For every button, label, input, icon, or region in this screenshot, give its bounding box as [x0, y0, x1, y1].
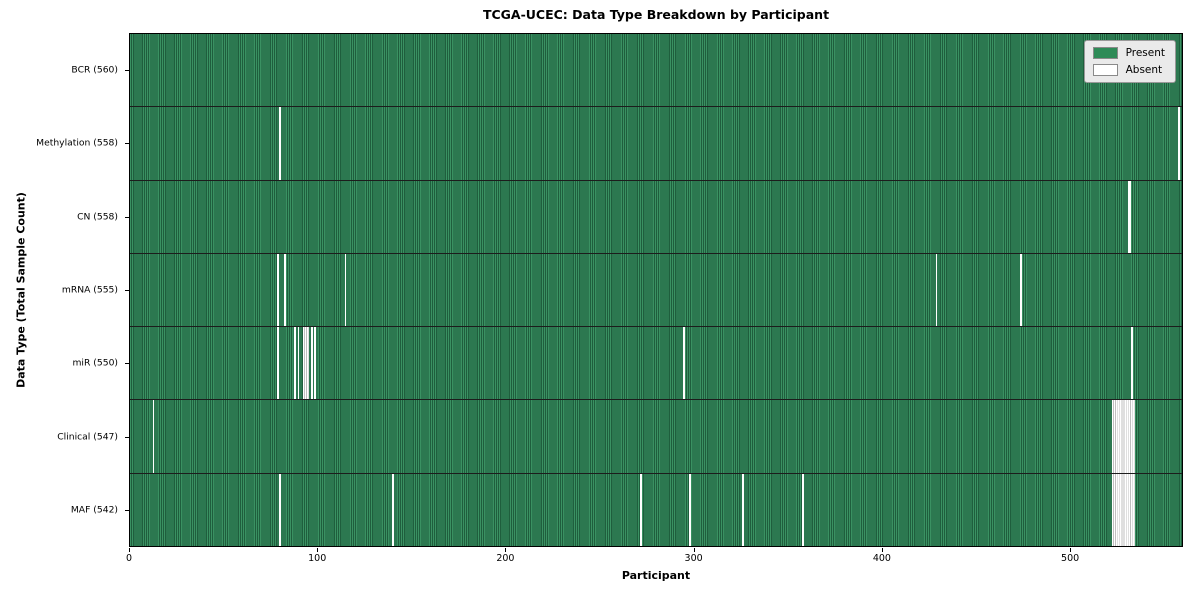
absent-stripe: [293, 327, 296, 400]
absent-stripe: [801, 473, 804, 546]
x-tick-label-0: 0: [125, 553, 133, 564]
y-tick-label-mir: miR (550): [72, 357, 118, 369]
legend-swatch-present-icon: [1092, 47, 1118, 59]
y-tick-label-cn: CN (558): [77, 211, 118, 223]
absent-stripe: [278, 473, 281, 546]
y-tick-mark: [125, 70, 129, 71]
absent-stripe: [303, 327, 309, 400]
x-tick-mark: [129, 548, 130, 552]
y-tick-label-methylation: Methylation (558): [36, 137, 118, 149]
absent-stripe: [1178, 107, 1181, 180]
x-tick-label-500: 500: [1061, 553, 1080, 564]
absent-stripe: [640, 473, 642, 546]
absent-stripe: [284, 253, 287, 327]
absent-stripe: [152, 400, 155, 473]
y-tick-mark: [125, 510, 129, 511]
x-axis-title: Participant: [621, 569, 691, 582]
heatmap-row-methylation: [130, 107, 1182, 181]
y-tick-label-bcr: BCR (560): [71, 64, 118, 76]
absent-stripe: [689, 473, 691, 546]
absent-stripe: [1131, 327, 1134, 400]
x-tick-label-100: 100: [308, 553, 327, 564]
legend-label-present: Present: [1125, 47, 1165, 59]
absent-stripe: [1112, 473, 1136, 546]
chart-title: TCGA-UCEC: Data Type Breakdown by Partic…: [482, 7, 830, 22]
legend-label-absent: Absent: [1125, 64, 1163, 76]
absent-stripe: [391, 473, 394, 546]
y-tick-mark: [125, 143, 129, 144]
absent-stripe: [344, 253, 347, 327]
y-axis-title: Data Type (Total Sample Count): [14, 192, 28, 388]
heatmap-row-mrna: [130, 253, 1182, 328]
y-tick-label-clinical: Clinical (547): [57, 431, 118, 443]
x-tick-mark: [317, 548, 319, 552]
absent-stripe: [935, 253, 938, 327]
absent-stripe: [276, 253, 279, 327]
x-tick-mark: [505, 548, 507, 552]
y-tick-mark: [125, 217, 129, 218]
absent-stripe: [314, 327, 317, 400]
absent-stripe: [741, 473, 744, 546]
absent-stripe: [276, 327, 279, 400]
x-tick-label-400: 400: [872, 553, 891, 564]
heatmap-row-maf: [130, 473, 1182, 546]
absent-stripe: [1127, 180, 1132, 253]
y-tick-mark: [125, 290, 129, 291]
heatmap-row-clinical: [130, 400, 1182, 474]
absent-stripe: [278, 107, 281, 180]
absent-stripe: [1020, 253, 1023, 327]
y-tick-label-mrna: mRNA (555): [61, 284, 118, 296]
y-tick-mark: [125, 437, 129, 438]
x-tick-label-200: 200: [496, 553, 515, 564]
heatmap-row-bcr: [130, 34, 1182, 108]
legend-swatch-absent-icon: [1092, 64, 1118, 76]
x-tick-label-300: 300: [684, 553, 703, 564]
plot-area: [129, 33, 1183, 547]
x-tick-mark: [693, 548, 695, 552]
absent-stripe: [683, 327, 686, 400]
heatmap-row-cn: [130, 180, 1182, 254]
x-tick-mark: [1070, 548, 1072, 552]
x-tick-mark: [881, 548, 883, 552]
legend-item-present: Present: [1092, 47, 1165, 59]
heatmap-row-mir: [130, 327, 1182, 401]
y-tick-label-maf: MAF (542): [70, 504, 118, 516]
legend: Present Absent: [1083, 40, 1176, 83]
absent-stripe: [297, 327, 300, 400]
absent-stripe: [310, 327, 313, 400]
absent-stripe: [1112, 400, 1136, 473]
y-tick-mark: [125, 363, 129, 364]
legend-item-absent: Absent: [1092, 64, 1165, 76]
